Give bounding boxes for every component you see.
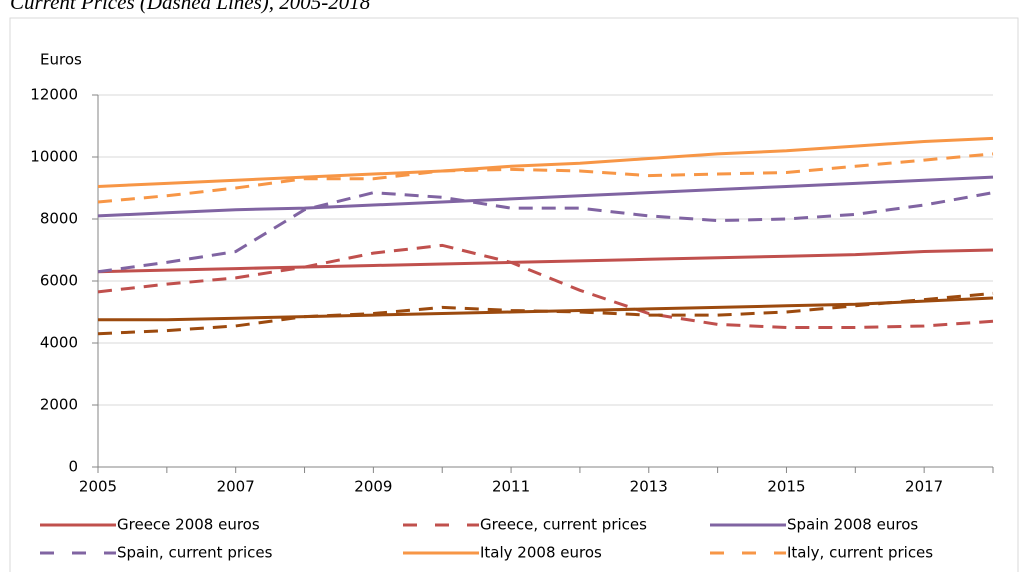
x-tick-label: 2017 — [905, 478, 943, 496]
x-tick-label: 2013 — [630, 478, 668, 496]
chart-title: Current Prices (Dashed Lines), 2005-2018 — [10, 0, 371, 14]
y-tick-label: 2000 — [40, 396, 78, 414]
y-tick-label: 6000 — [40, 272, 78, 290]
legend-label: Italy, current prices — [787, 544, 933, 562]
x-tick-label: 2011 — [492, 478, 530, 496]
series-line — [97, 175, 994, 218]
y-tick-label: 0 — [68, 458, 78, 476]
chart-frame — [9, 17, 1019, 572]
y-tick-label: 8000 — [40, 210, 78, 228]
legend-label: Greece 2008 euros — [117, 516, 260, 534]
y-tick-label: 12000 — [30, 86, 78, 104]
legend-label: Spain, current prices — [117, 544, 273, 562]
x-tick-label: 2015 — [767, 478, 805, 496]
series-line — [98, 296, 994, 322]
y-tick-label: 4000 — [40, 334, 78, 352]
series-line — [97, 191, 994, 274]
x-tick-label: 2009 — [354, 478, 392, 496]
series-line — [97, 248, 994, 274]
series-line — [97, 136, 994, 188]
y-tick-label: 10000 — [30, 148, 78, 166]
legend-label: Greece, current prices — [480, 516, 647, 534]
legend-label: Spain 2008 euros — [787, 516, 918, 534]
y-axis-label: Euros — [40, 51, 82, 69]
series-line — [97, 152, 994, 204]
series-line — [97, 243, 994, 329]
legend-label: Italy 2008 euros — [480, 544, 602, 562]
x-tick-label: 2005 — [79, 478, 117, 496]
x-tick-label: 2007 — [217, 478, 255, 496]
series-line — [97, 291, 994, 336]
